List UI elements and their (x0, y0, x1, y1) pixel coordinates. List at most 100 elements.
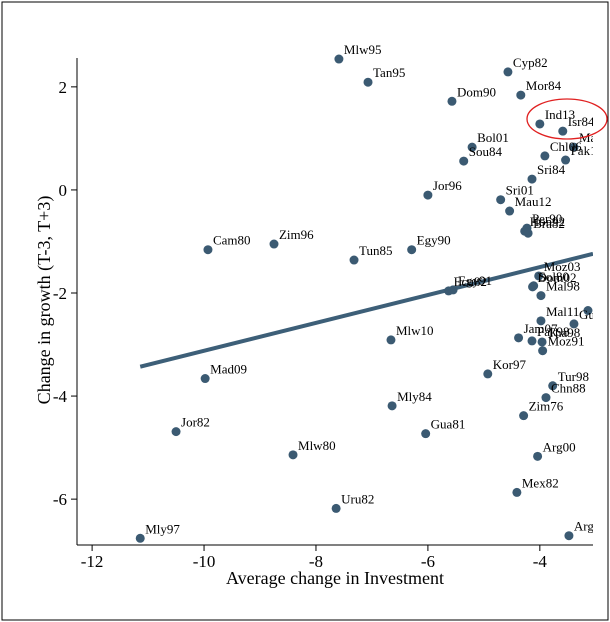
point (269, 239, 279, 249)
point-label: Uru82 (341, 491, 374, 506)
point-label: Isr (593, 294, 607, 309)
y-tick-label: 0 (59, 181, 68, 200)
point-label: Chl06 (550, 139, 582, 154)
point (583, 306, 593, 316)
x-axis-label: Average change in Investment (226, 568, 444, 588)
point (534, 271, 544, 281)
point (564, 531, 574, 541)
point-label: Arg00 (543, 439, 576, 454)
point-label: Bra82 (533, 216, 565, 231)
point-label: Moz03 (544, 259, 581, 274)
point-label: Mad09 (210, 362, 247, 377)
point (386, 335, 396, 345)
point (516, 90, 526, 100)
y-tick-label: 2 (59, 78, 68, 97)
point (541, 393, 551, 403)
point (459, 156, 469, 166)
point (536, 291, 546, 301)
point (540, 151, 550, 161)
point-label: Mau12 (515, 194, 552, 209)
x-tick-label: -10 (193, 552, 216, 571)
point-label: Chn88 (551, 381, 586, 396)
point-label: Mlw95 (344, 42, 382, 57)
point (483, 369, 493, 379)
x-tick-label: -12 (81, 552, 104, 571)
point (288, 450, 298, 460)
plot-area: Mlw95 Tan95 Cyp82 Dom90 Mor84 Ind13Isr84Mau95… (135, 42, 610, 543)
point-label: Kor97 (493, 357, 527, 372)
x-tick-label: -8 (309, 552, 323, 571)
point (421, 429, 431, 439)
point (423, 190, 433, 200)
highlight-ellipse (526, 98, 608, 140)
point (200, 374, 210, 384)
point (523, 228, 533, 238)
point (496, 195, 506, 205)
point (203, 245, 213, 255)
point (528, 282, 538, 292)
point (548, 381, 558, 391)
point-label: Mau95 (579, 130, 610, 145)
point-label: Tur98 (558, 369, 589, 384)
point (561, 155, 571, 165)
point-label: Tun85 (359, 243, 392, 258)
point (527, 174, 537, 184)
point-label: Mlw80 (298, 438, 336, 453)
point-label: Zim76 (529, 399, 564, 414)
point (503, 67, 513, 77)
point-label: Jor82 (181, 415, 210, 430)
x-tick-label: -4 (533, 552, 548, 571)
point-label: Pak10 (571, 143, 604, 158)
point-label: Sou84 (469, 144, 503, 159)
point (447, 96, 457, 106)
point (536, 316, 546, 326)
point-label: Tha98 (547, 325, 580, 340)
point (448, 285, 458, 295)
point-label: Dom90 (457, 84, 496, 99)
x-tick-label: -6 (421, 552, 435, 571)
fit-line (139, 251, 593, 369)
point-label: Gua81 (431, 417, 466, 432)
point-label: Mex82 (522, 475, 559, 490)
point-label: Sri84 (537, 162, 566, 177)
point (363, 77, 373, 87)
point-label: Ind13 (545, 107, 575, 122)
point-label: Mal98 (546, 279, 580, 294)
point-label: Gua0 (579, 307, 607, 322)
point-label: Arg88 (574, 519, 607, 534)
point-label: Zim96 (279, 227, 314, 242)
point (512, 487, 522, 497)
point-label: Jor96 (433, 178, 462, 193)
point (527, 336, 537, 346)
point-label: Hon92 (530, 214, 565, 229)
y-axis-label: Change in growth (T-3, T+3) (34, 196, 55, 405)
point-label: Egy91 (458, 273, 492, 288)
point-label: Mor84 (526, 78, 562, 93)
point (514, 333, 524, 343)
point (538, 346, 548, 356)
point (505, 206, 515, 216)
point-label: Mly84 (397, 389, 432, 404)
point (519, 411, 529, 421)
point (171, 427, 181, 437)
point-label: Cyp82 (513, 55, 548, 70)
point-label: Pak98 (537, 324, 570, 339)
point-label: Mlw10 (396, 323, 434, 338)
point (569, 142, 579, 152)
point-label: Ecu82 (454, 274, 487, 289)
point-label: Egy90 (417, 233, 451, 248)
point-label: Mly97 (145, 521, 180, 536)
point (135, 533, 145, 543)
point (558, 126, 568, 136)
point (407, 245, 417, 255)
point (467, 142, 477, 152)
point-label: Isr84 (568, 114, 595, 129)
point-label: Mal11 (546, 304, 579, 319)
point (569, 319, 579, 329)
y-tick-label: -6 (53, 490, 67, 509)
point (334, 54, 344, 64)
point-label: Tan95 (373, 65, 405, 80)
point (537, 337, 547, 347)
